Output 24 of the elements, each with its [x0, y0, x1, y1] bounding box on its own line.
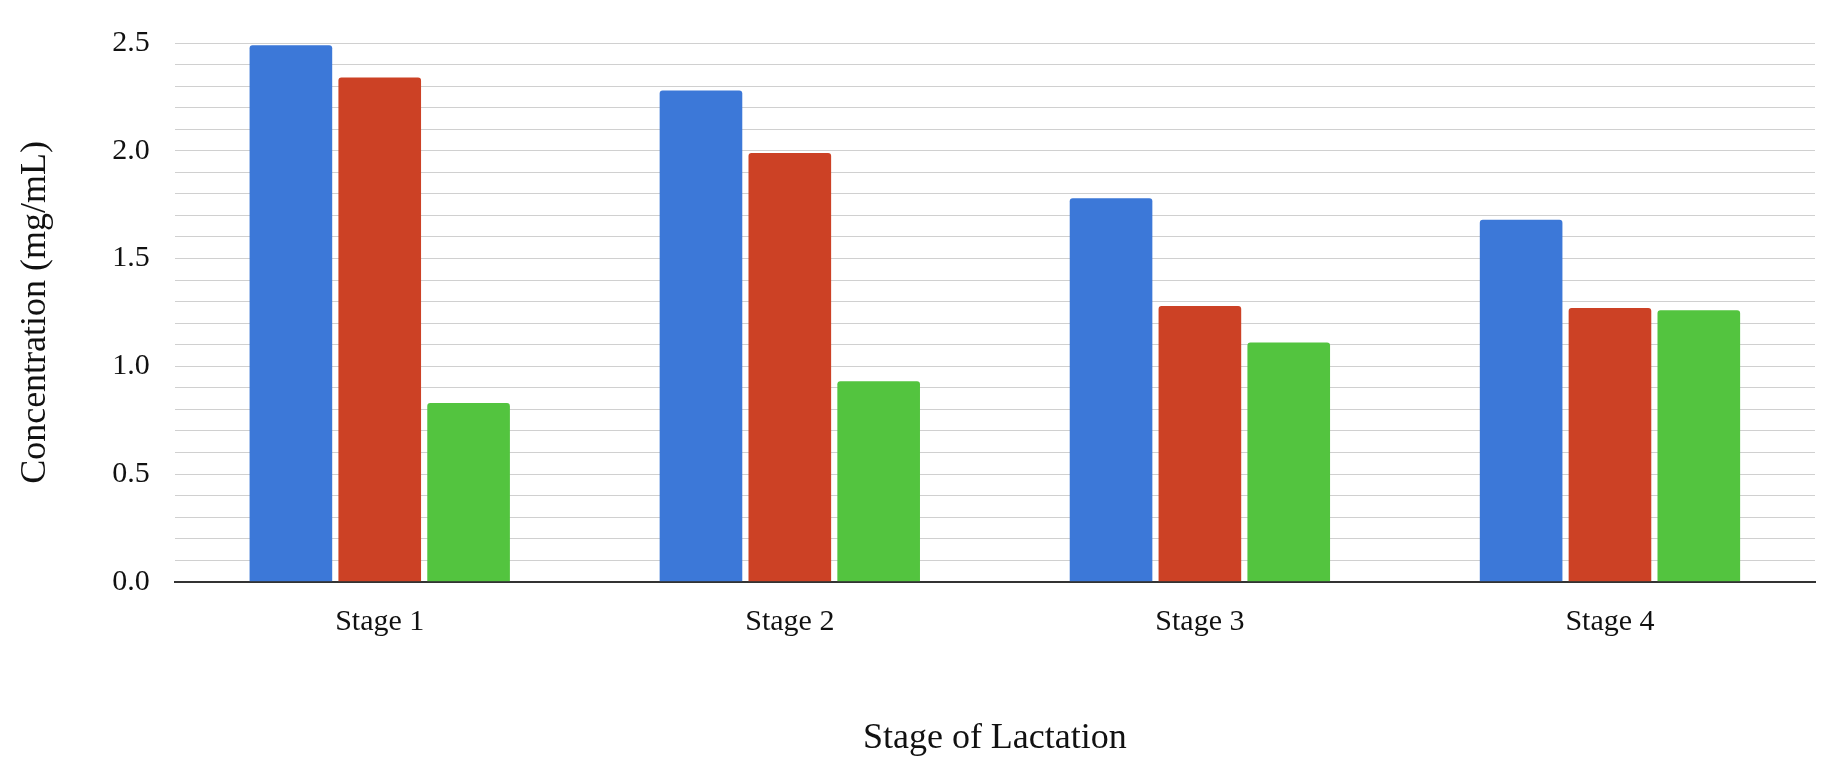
y-tick-label: 0.0	[112, 562, 150, 596]
y-tick-label: 2.5	[112, 23, 150, 57]
bar	[338, 77, 422, 582]
y-tick-label: 2.0	[112, 131, 150, 165]
bar	[748, 152, 832, 582]
bar	[837, 381, 920, 582]
bar	[249, 45, 333, 582]
x-tick-label: Stage 3	[1155, 602, 1245, 636]
y-tick-label: 0.5	[112, 454, 150, 488]
bar	[1568, 308, 1652, 582]
bar	[1479, 219, 1563, 582]
bar	[1069, 198, 1153, 582]
y-tick-label: 1.5	[112, 239, 150, 273]
bar	[1657, 310, 1741, 582]
x-tick-label: Stage 2	[745, 602, 835, 636]
x-axis-title: Stage of Lactation	[862, 715, 1127, 756]
bar	[659, 90, 743, 582]
bar	[427, 402, 510, 582]
bar	[1247, 342, 1331, 582]
x-tick-label: Stage 1	[335, 602, 425, 636]
y-axis-title: Concentration (mg/mL)	[13, 140, 54, 484]
y-tick-label: 1.0	[112, 347, 150, 381]
x-tick-label: Stage 4	[1565, 602, 1655, 636]
bar	[1158, 305, 1242, 582]
